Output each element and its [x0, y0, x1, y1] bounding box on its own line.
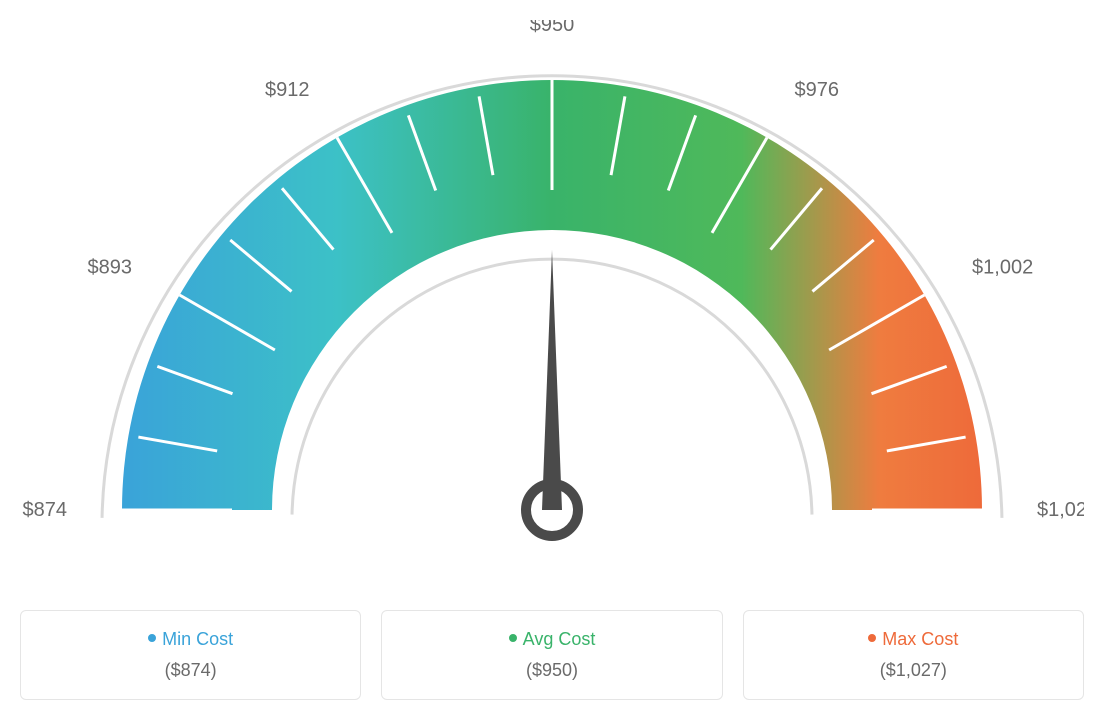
legend-value: ($1,027)	[754, 660, 1073, 681]
legend-row: Min Cost ($874) Avg Cost ($950) Max Cost ($1,…	[20, 610, 1084, 700]
legend-card: Min Cost ($874)	[20, 610, 361, 700]
legend-value: ($950)	[392, 660, 711, 681]
tick-label: $976	[795, 79, 840, 101]
tick-label: $1,027	[1037, 499, 1084, 521]
gauge-chart: $874 $893 $912 $950 $976 $1,002 $1,027	[20, 20, 1084, 580]
tick-label: $1,002	[972, 257, 1033, 279]
tick-label: $912	[265, 79, 310, 101]
legend-title-text: Max Cost	[882, 629, 958, 649]
legend-title: Max Cost	[754, 629, 1073, 650]
legend-title: Avg Cost	[392, 629, 711, 650]
legend-title-text: Avg Cost	[523, 629, 596, 649]
legend-card: Max Cost ($1,027)	[743, 610, 1084, 700]
legend-title-text: Min Cost	[162, 629, 233, 649]
cost-gauge-widget: $874 $893 $912 $950 $976 $1,002 $1,027 Min Cos…	[20, 20, 1084, 700]
tick-label: $893	[87, 257, 132, 279]
tick-label: $874	[23, 499, 68, 521]
legend-value: ($874)	[31, 660, 350, 681]
needle	[542, 250, 562, 510]
gauge-svg: $874 $893 $912 $950 $976 $1,002 $1,027	[20, 20, 1084, 580]
tick-label: $950	[530, 20, 575, 36]
legend-dot-icon	[868, 634, 876, 642]
legend-dot-icon	[509, 634, 517, 642]
legend-dot-icon	[148, 634, 156, 642]
legend-card: Avg Cost ($950)	[381, 610, 722, 700]
legend-title: Min Cost	[31, 629, 350, 650]
